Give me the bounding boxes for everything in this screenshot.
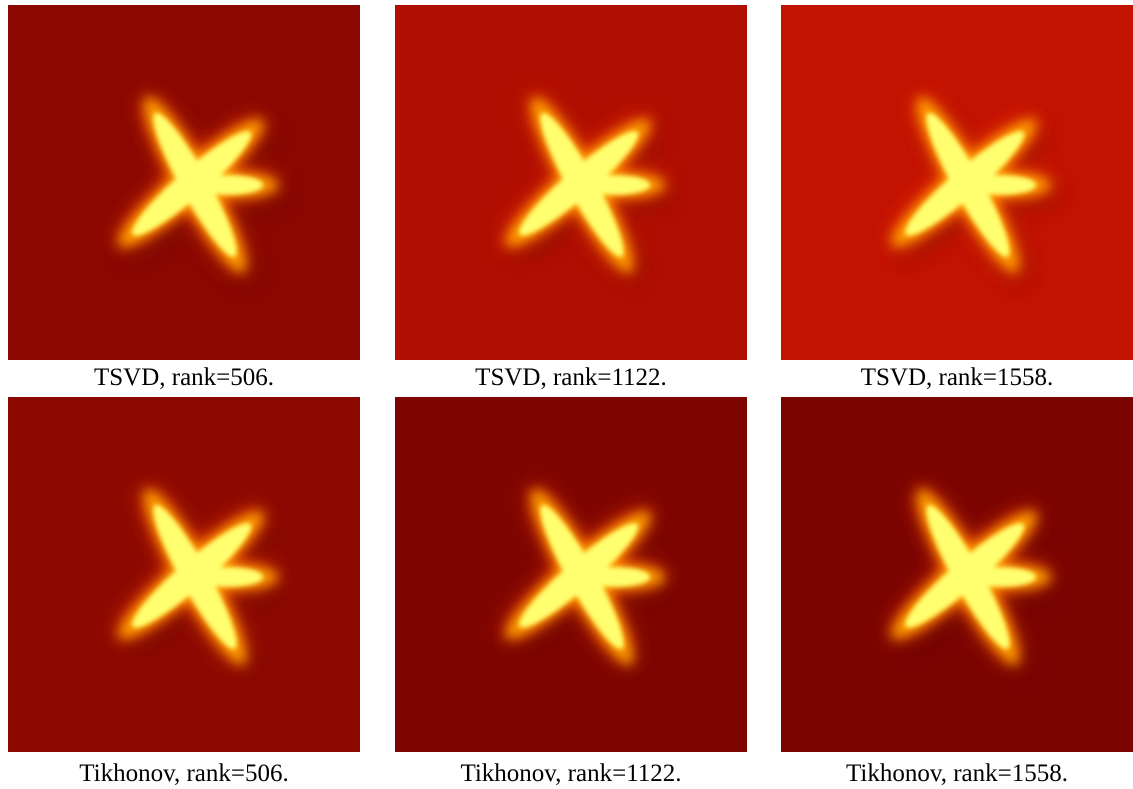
panel: TSVD, rank=1122. (395, 5, 747, 392)
caption: TSVD, rank=506. (8, 364, 360, 392)
reconstruction-image (395, 397, 747, 752)
reconstruction-image (781, 397, 1133, 752)
panel: Tikhonov, rank=506. (8, 397, 360, 788)
reconstruction-image (781, 5, 1133, 360)
figure: {"panels": [ {"caption": "TSVD, rank=506… (0, 0, 1133, 789)
panel: Tikhonov, rank=1122. (395, 397, 747, 788)
reconstruction-image (8, 5, 360, 360)
reconstruction-image (8, 397, 360, 752)
caption: TSVD, rank=1122. (395, 364, 747, 392)
panel: TSVD, rank=1558. (781, 5, 1133, 392)
panel: Tikhonov, rank=1558. (781, 397, 1133, 788)
caption: Tikhonov, rank=506. (8, 760, 360, 788)
caption: Tikhonov, rank=1122. (395, 760, 747, 788)
caption: TSVD, rank=1558. (781, 364, 1133, 392)
caption: Tikhonov, rank=1558. (781, 760, 1133, 788)
reconstruction-image (395, 5, 747, 360)
panel: TSVD, rank=506. (8, 5, 360, 392)
